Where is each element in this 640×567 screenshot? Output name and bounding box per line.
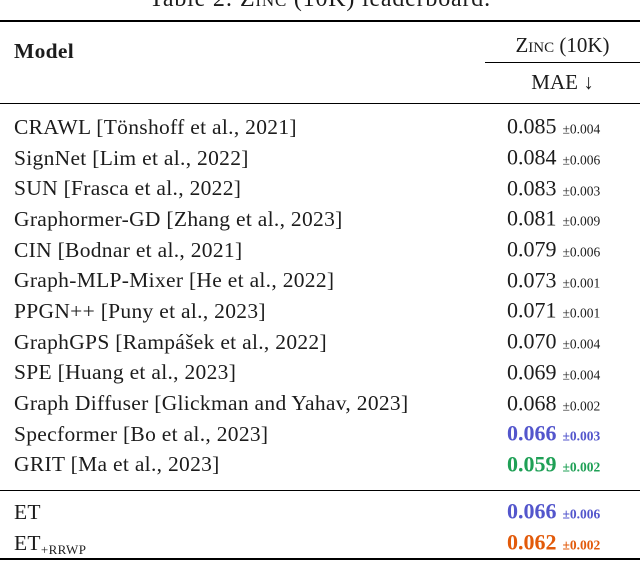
mae-mean: 0.071 — [507, 298, 557, 324]
table-row: SUN [Frasca et al., 2022] 0.083 ±0.003 — [0, 173, 640, 204]
mae-value: 0.059 ±0.002 — [507, 453, 600, 475]
mae-std: ±0.004 — [562, 367, 601, 383]
model-name: GraphGPS [Rampášek et al., 2022] — [14, 329, 327, 354]
table-row: CIN [Bodnar et al., 2021] 0.079 ±0.006 — [0, 235, 640, 266]
dataset-suffix: (10K) — [554, 33, 610, 57]
model-name: ET+RRWP — [14, 530, 87, 557]
mae-std: ±0.002 — [562, 398, 601, 414]
mae-mean: 0.083 — [507, 175, 557, 201]
model-name: GRIT [Ma et al., 2023] — [14, 452, 220, 477]
mae-mean: 0.085 — [507, 113, 557, 139]
mae-std: ±0.006 — [562, 506, 601, 522]
mae-value: 0.079 ±0.006 — [507, 236, 601, 262]
bottom-rule — [0, 558, 640, 561]
table-row: PPGN++ [Puny et al., 2023] 0.071 ±0.001 — [0, 296, 640, 327]
ours-rows: ET 0.066 ±0.006 ET+RRWP 0.062 ±0.002 — [0, 497, 640, 558]
model-name: Graphormer-GD [Zhang et al., 2023] — [14, 206, 343, 231]
mae-std: ±0.002 — [562, 537, 601, 553]
table-row: SPE [Huang et al., 2023] 0.069 ±0.004 — [0, 358, 640, 389]
model-name: SignNet [Lim et al., 2022] — [14, 145, 249, 170]
mae-mean: 0.066 — [507, 498, 557, 524]
mae-std: ±0.002 — [562, 459, 601, 475]
mae-mean: 0.070 — [507, 328, 557, 354]
mae-value: 0.069 ±0.004 — [507, 361, 600, 383]
mae-std: ±0.004 — [562, 336, 601, 352]
model-name: SUN [Frasca et al., 2022] — [14, 176, 242, 201]
model-name: CRAWL [Tönshoff et al., 2021] — [14, 114, 297, 139]
column-header-dataset: Zinc (10K) — [485, 33, 640, 58]
top-rule — [0, 19, 640, 22]
mae-value: 0.083 ±0.003 — [507, 177, 600, 199]
table-row: ET 0.066 ±0.006 — [0, 497, 640, 528]
leaderboard-rows: CRAWL [Tönshoff et al., 2021] 0.085 ±0.0… — [0, 112, 640, 480]
caption-prefix: Table 2: — [149, 0, 240, 12]
table-row: CRAWL [Tönshoff et al., 2021] 0.085 ±0.0… — [0, 112, 640, 143]
model-name: Graph Diffuser [Glickman and Yahav, 2023… — [14, 391, 409, 416]
table-row: ET+RRWP 0.062 ±0.002 — [0, 528, 640, 559]
mae-value: 0.066 ±0.006 — [507, 498, 601, 524]
dataset-column-rule — [485, 62, 640, 64]
mae-value: 0.073 ±0.001 — [507, 269, 600, 291]
mae-value: 0.068 ±0.002 — [507, 392, 600, 414]
table-row: SignNet [Lim et al., 2022] 0.084 ±0.006 — [0, 143, 640, 174]
model-name: SPE [Huang et al., 2023] — [14, 360, 237, 385]
model-name: Graph-MLP-Mixer [He et al., 2022] — [14, 268, 335, 293]
table-row: Graph-MLP-Mixer [He et al., 2022] 0.073 … — [0, 265, 640, 296]
mae-mean: 0.059 — [507, 451, 557, 477]
mae-std: ±0.003 — [562, 183, 601, 199]
header-bottom-rule — [0, 102, 640, 105]
column-header-mae: MAE ↓ — [531, 70, 594, 94]
mae-value: 0.070 ±0.004 — [507, 328, 601, 354]
mae-value: 0.081 ±0.009 — [507, 205, 601, 231]
mae-mean: 0.079 — [507, 236, 557, 262]
mae-std: ±0.006 — [562, 244, 601, 260]
column-header-model: Model — [14, 39, 75, 63]
mae-std: ±0.004 — [562, 121, 601, 137]
table-row: Specformer [Bo et al., 2023] 0.066 ±0.00… — [0, 419, 640, 450]
mae-std: ±0.001 — [562, 306, 601, 322]
mae-mean: 0.068 — [507, 390, 557, 416]
mae-mean: 0.081 — [507, 205, 557, 231]
mae-mean: 0.062 — [507, 529, 557, 555]
model-name: ET — [14, 499, 41, 524]
mae-value: 0.066 ±0.003 — [507, 420, 601, 446]
table-row: Graph Diffuser [Glickman and Yahav, 2023… — [0, 388, 640, 419]
table-row: GraphGPS [Rampášek et al., 2022] 0.070 ±… — [0, 327, 640, 358]
mae-mean: 0.066 — [507, 420, 557, 446]
mae-value: 0.085 ±0.004 — [507, 113, 601, 139]
mae-mean: 0.069 — [507, 359, 557, 385]
model-subscript: +RRWP — [40, 541, 87, 557]
mae-std: ±0.001 — [562, 275, 601, 291]
mae-value: 0.084 ±0.006 — [507, 144, 601, 170]
table-row: Graphormer-GD [Zhang et al., 2023] 0.081… — [0, 204, 640, 235]
mae-std: ±0.009 — [562, 213, 601, 229]
mae-std: ±0.006 — [562, 152, 601, 168]
model-name: PPGN++ [Puny et al., 2023] — [14, 298, 266, 323]
table-caption: Table 2: Zinc (10K) leaderboard. — [0, 0, 640, 12]
mae-mean: 0.073 — [507, 267, 557, 293]
caption-dataset-name: Zinc — [240, 0, 287, 12]
mae-value: 0.071 ±0.001 — [507, 300, 600, 322]
mae-value: 0.062 ±0.002 — [507, 529, 601, 555]
table-row: GRIT [Ma et al., 2023] 0.059 ±0.002 — [0, 450, 640, 481]
caption-suffix: (10K) leaderboard. — [287, 0, 491, 12]
model-name: Specformer [Bo et al., 2023] — [14, 421, 269, 446]
section-divider-rule — [0, 489, 640, 491]
mae-std: ±0.003 — [562, 428, 601, 444]
model-name: CIN [Bodnar et al., 2021] — [14, 237, 243, 262]
mae-mean: 0.084 — [507, 144, 557, 170]
dataset-name: Zinc — [515, 33, 555, 57]
